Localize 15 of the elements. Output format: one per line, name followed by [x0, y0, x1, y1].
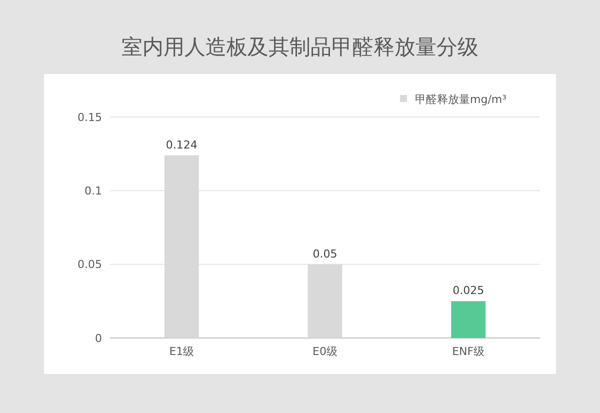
bar — [164, 155, 199, 338]
x-tick-label: E1级 — [169, 345, 194, 358]
bar — [308, 264, 342, 338]
bar — [451, 301, 486, 338]
y-tick-label: 0.05 — [78, 258, 102, 272]
legend-label: 甲醛释放量mg/m³ — [415, 92, 507, 106]
chart-title: 室内用人造板及其制品甲醛释放量分级 — [122, 35, 478, 59]
x-tick-label: E0级 — [312, 345, 338, 358]
y-tick-label: 0.1 — [84, 184, 102, 198]
data-label: 0.05 — [312, 247, 338, 260]
x-tick-label: ENF级 — [452, 345, 485, 358]
data-label: 0.124 — [166, 138, 198, 152]
data-label: 0.025 — [452, 284, 484, 298]
y-tick-label: 0.15 — [78, 110, 102, 124]
y-tick-label: 0 — [95, 332, 102, 345]
